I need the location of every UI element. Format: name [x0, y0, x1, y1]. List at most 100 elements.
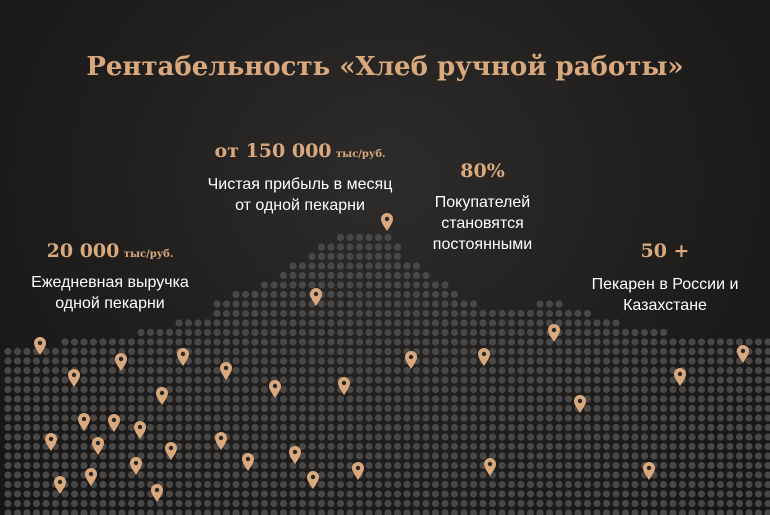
map-dot [232, 452, 240, 460]
map-dot [536, 395, 544, 403]
map-dot [251, 300, 259, 308]
map-dot [308, 499, 316, 508]
location-pin-icon [215, 432, 227, 450]
map-dot [441, 461, 449, 470]
location-pin-icon [478, 348, 490, 366]
map-dot [346, 252, 354, 261]
map-dot [89, 357, 98, 365]
map-dot [355, 290, 364, 299]
map-dot [441, 490, 449, 498]
map-dot [441, 423, 449, 432]
map-dot [716, 423, 725, 432]
map-dot [555, 442, 563, 451]
map-dot [365, 319, 373, 327]
map-dot [412, 452, 421, 460]
map-dot [678, 499, 687, 508]
map-dot [764, 385, 770, 394]
map-dot [213, 366, 221, 375]
map-dot [175, 499, 183, 508]
stat-bakery-count: 50 + Пекарен в России и Казахстане [590, 240, 740, 316]
map-dot [403, 471, 411, 479]
map-dot [137, 471, 145, 479]
map-dot [716, 509, 725, 515]
map-dot [289, 414, 297, 422]
map-dot [355, 366, 364, 375]
map-dot [108, 480, 117, 489]
map-dot [707, 395, 715, 403]
map-dot [640, 338, 649, 346]
map-dot [612, 509, 620, 515]
map-dot [384, 499, 392, 508]
map-dot [431, 471, 440, 479]
map-dot [241, 300, 250, 308]
map-dot [327, 347, 335, 356]
map-dot [441, 499, 449, 508]
map-dot [241, 404, 250, 413]
map-dot [308, 347, 316, 356]
map-dot [393, 338, 402, 346]
map-dot [327, 281, 335, 289]
map-dot [61, 490, 69, 498]
map-dot [422, 480, 430, 489]
map-dot [127, 357, 136, 365]
map-dot [716, 338, 725, 346]
map-dot [165, 490, 174, 498]
map-dot [365, 490, 373, 498]
map-dot [118, 423, 126, 432]
map-dot [13, 347, 22, 356]
map-dot [412, 281, 421, 289]
map-dot [232, 347, 240, 356]
map-dot [365, 357, 373, 365]
map-dot [697, 385, 706, 394]
map-dot [764, 471, 770, 479]
map-dot [89, 404, 98, 413]
map-dot [650, 366, 658, 375]
map-dot [355, 252, 364, 261]
map-dot [507, 395, 516, 403]
map-dot [526, 499, 535, 508]
map-dot [279, 423, 288, 432]
map-dot [270, 347, 278, 356]
map-dot [393, 366, 402, 375]
map-dot [384, 290, 392, 299]
map-dot [346, 471, 354, 479]
map-dot [460, 509, 468, 515]
map-dot [374, 347, 383, 356]
map-dot [184, 480, 193, 489]
map-dot [593, 423, 601, 432]
map-dot [89, 499, 98, 508]
map-dot [4, 442, 12, 451]
map-dot [659, 366, 668, 375]
map-dot [99, 490, 107, 498]
map-dot [450, 385, 459, 394]
map-dot [13, 471, 22, 479]
map-dot [355, 262, 364, 270]
map-dot [108, 347, 117, 356]
map-dot [374, 471, 383, 479]
map-dot [384, 233, 392, 242]
map-dot [374, 357, 383, 365]
map-dot [526, 490, 535, 498]
map-dot [536, 452, 544, 460]
map-dot [194, 442, 202, 451]
map-dot [260, 338, 269, 346]
map-dot [574, 414, 582, 422]
map-dot [517, 404, 525, 413]
map-dot [479, 414, 487, 422]
map-dot [403, 404, 411, 413]
map-dot [517, 499, 525, 508]
map-dot [583, 404, 592, 413]
map-dot [593, 357, 601, 365]
map-dot [13, 433, 22, 441]
map-dot [583, 319, 592, 327]
map-dot [583, 461, 592, 470]
map-dot [213, 414, 221, 422]
map-dot [308, 433, 316, 441]
map-dot [289, 490, 297, 498]
map-dot [460, 357, 468, 365]
map-dot [355, 357, 364, 365]
map-dot [460, 423, 468, 432]
map-dot [42, 452, 50, 460]
map-dot [203, 414, 212, 422]
map-dot [327, 262, 335, 270]
